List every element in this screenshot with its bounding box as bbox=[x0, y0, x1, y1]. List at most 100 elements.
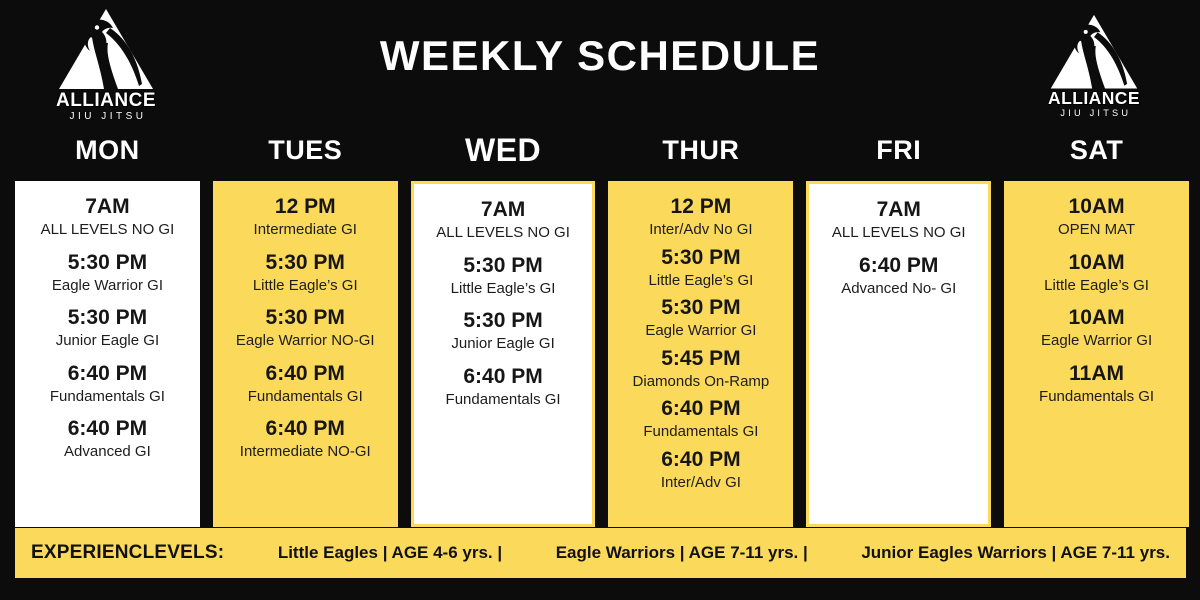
class-entry: 5:30 PM Junior Eagle GI bbox=[15, 304, 200, 352]
class-name: OPEN MAT bbox=[1057, 221, 1136, 239]
class-name: Eagle Warrior NO-GI bbox=[235, 332, 375, 350]
day-header-sat: SAT bbox=[1069, 135, 1124, 166]
class-entry: 6:40 PM Intermediate NO-GI bbox=[213, 415, 398, 463]
class-entry: 6:40 PM Fundamentals GI bbox=[15, 360, 200, 408]
class-time: 7AM bbox=[876, 198, 921, 221]
eagle-wing-icon bbox=[1094, 32, 1128, 86]
day-column-thur: 12 PM Inter/Adv No GI 5:30 PM Little Eagle’… bbox=[608, 181, 794, 527]
class-entry: 6:40 PM Inter/Adv GI bbox=[608, 446, 793, 494]
class-entry: 10AM Little Eagle’s GI bbox=[1004, 249, 1189, 297]
class-name: Fundamentals GI bbox=[1039, 387, 1155, 405]
class-time: 6:40 PM bbox=[661, 447, 741, 471]
experience-segment-little-eagles: Little Eagles | AGE 4-6 yrs. | bbox=[277, 543, 503, 562]
day-header-mon: MON bbox=[75, 135, 140, 166]
experience-levels-label: EXPERIENCLEVELS: bbox=[31, 542, 225, 563]
class-time: 10AM bbox=[1068, 250, 1125, 274]
day-column-sat: 10AM OPEN MAT 10AM Little Eagle’s GI 10AM Eag… bbox=[1004, 181, 1189, 527]
class-name: Little Eagle’s GI bbox=[1044, 276, 1149, 294]
eagle-eye bbox=[94, 25, 100, 30]
class-time: 5:30 PM bbox=[265, 306, 345, 330]
class-time: 12 PM bbox=[670, 195, 732, 218]
schedule-columns: 7AM ALL LEVELS NO GI 5:30 PM Eagle Warrior … bbox=[15, 181, 1189, 527]
class-entry: 10AM Eagle Warrior GI bbox=[1004, 304, 1189, 352]
class-entry: 10AM OPEN MAT bbox=[1004, 193, 1189, 241]
class-time: 6:40 PM bbox=[265, 417, 345, 441]
class-entry: 6:40 PM Fundamentals GI bbox=[608, 395, 793, 443]
logo-subtext: JIU JITSU bbox=[69, 111, 146, 122]
class-entry: 6:40 PM Fundamentals GI bbox=[213, 360, 398, 408]
class-entry: 6:40 PM Fundamentals GI bbox=[414, 363, 593, 411]
class-name: Intermediate NO-GI bbox=[239, 443, 371, 461]
class-time: 5:30 PM bbox=[67, 250, 148, 274]
logo-wordmark: ALLIANCE bbox=[1048, 88, 1140, 108]
class-name: Little Eagle’s GI bbox=[648, 271, 754, 289]
class-time: 10AM bbox=[1068, 306, 1125, 330]
class-entry: 5:30 PM Eagle Warrior NO-GI bbox=[213, 304, 398, 352]
day-column-tues: 12 PM Intermediate GI 5:30 PM Little Eagle’… bbox=[212, 181, 398, 527]
class-time: 5:45 PM bbox=[661, 346, 741, 370]
class-name: Fundamentals GI bbox=[49, 387, 165, 405]
class-time: 6:40 PM bbox=[265, 361, 345, 385]
class-time: 6:40 PM bbox=[463, 364, 543, 388]
class-name: ALL LEVELS NO GI bbox=[831, 224, 966, 242]
class-name: Intermediate GI bbox=[253, 221, 357, 239]
class-name: Inter/Adv No GI bbox=[649, 221, 753, 239]
class-time: 5:30 PM bbox=[67, 306, 148, 330]
class-name: Junior Eagle GI bbox=[451, 335, 555, 353]
eagle-wing-icon bbox=[106, 28, 142, 86]
class-time: 11AM bbox=[1069, 361, 1124, 385]
class-name: Advanced No- GI bbox=[841, 279, 957, 297]
class-entry: 5:30 PM Junior Eagle GI bbox=[414, 307, 593, 355]
class-name: Junior Eagle GI bbox=[55, 332, 160, 350]
class-time: 12 PM bbox=[274, 195, 336, 218]
eagle-neck-icon bbox=[92, 37, 118, 89]
page-title: WEEKLY SCHEDULE bbox=[379, 32, 821, 79]
class-time: 5:30 PM bbox=[265, 250, 345, 274]
class-name: Eagle Warrior GI bbox=[1041, 332, 1153, 350]
class-time: 5:30 PM bbox=[661, 296, 741, 320]
class-entry: 12 PM Inter/Adv No GI bbox=[608, 193, 793, 241]
class-entry: 7AM ALL LEVELS NO GI bbox=[15, 193, 200, 241]
class-time: 6:40 PM bbox=[67, 361, 148, 385]
logo-subtext: JIU JITSU bbox=[1060, 108, 1131, 118]
day-column-wed: 7AM ALL LEVELS NO GI 5:30 PM Little Eagle’s… bbox=[410, 181, 596, 527]
class-time: 6:40 PM bbox=[67, 417, 148, 441]
day-column-mon: 7AM ALL LEVELS NO GI 5:30 PM Eagle Warrior … bbox=[15, 181, 200, 527]
day-column-fri: 7AM ALL LEVELS NO GI 6:40 PM Advanced No- G… bbox=[806, 181, 992, 527]
class-entry: 5:30 PM Little Eagle’s GI bbox=[608, 244, 793, 292]
class-entry: 5:30 PM Little Eagle’s GI bbox=[213, 249, 398, 297]
class-name: Diamonds On-Ramp bbox=[632, 372, 770, 390]
class-entry: 5:30 PM Little Eagle’s GI bbox=[414, 252, 593, 300]
class-entry: 7AM ALL LEVELS NO GI bbox=[809, 196, 988, 244]
class-name: Fundamentals GI bbox=[445, 390, 561, 408]
day-header-row: MON TUES WED THUR FRI SAT bbox=[15, 130, 1189, 172]
class-time: 5:30 PM bbox=[463, 253, 543, 277]
class-time: 7AM bbox=[85, 195, 130, 218]
eagle-neck-icon bbox=[1081, 40, 1106, 89]
class-name: Eagle Warrior GI bbox=[645, 322, 757, 340]
class-entry: 12 PM Intermediate GI bbox=[213, 193, 398, 241]
class-name: Advanced GI bbox=[64, 443, 151, 461]
day-header-thur: THUR bbox=[662, 135, 740, 166]
class-time: 6:40 PM bbox=[661, 397, 741, 421]
class-name: Little Eagle’s GI bbox=[252, 276, 358, 294]
logo-wordmark: ALLIANCE bbox=[56, 90, 156, 111]
class-time: 5:30 PM bbox=[463, 309, 543, 333]
class-name: Eagle Warrior GI bbox=[51, 276, 163, 294]
class-entry: 6:40 PM Advanced GI bbox=[15, 415, 200, 463]
class-entry: 11AM Fundamentals GI bbox=[1004, 360, 1189, 408]
class-time: 10AM bbox=[1068, 195, 1125, 218]
experience-segment-eagle-warriors: Eagle Warriors | AGE 7-11 yrs. | bbox=[555, 543, 808, 562]
eagle-eye bbox=[1083, 29, 1088, 34]
class-time: 5:30 PM bbox=[661, 245, 741, 269]
class-name: Fundamentals GI bbox=[643, 423, 759, 441]
class-name: ALL LEVELS NO GI bbox=[40, 221, 175, 239]
experience-levels-bar: EXPERIENCLEVELS: Little Eagles | AGE 4-6… bbox=[15, 528, 1186, 578]
class-entry: 7AM ALL LEVELS NO GI bbox=[414, 196, 593, 244]
class-entry: 5:30 PM Eagle Warrior GI bbox=[15, 249, 200, 297]
day-header-tues: TUES bbox=[268, 135, 343, 166]
class-entry: 5:30 PM Eagle Warrior GI bbox=[608, 294, 793, 342]
day-header-wed: WED bbox=[464, 132, 542, 169]
class-name: ALL LEVELS NO GI bbox=[436, 224, 570, 242]
